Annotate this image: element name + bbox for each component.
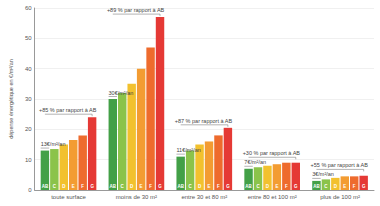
svg-text:F: F xyxy=(149,184,152,189)
svg-text:+30 % par rapport à AB: +30 % par rapport à AB xyxy=(243,150,301,156)
svg-text:E: E xyxy=(140,184,143,189)
svg-text:13€/m²/an: 13€/m²/an xyxy=(41,141,66,147)
svg-text:F: F xyxy=(353,184,356,189)
svg-text:G: G xyxy=(294,184,298,189)
svg-text:AB: AB xyxy=(245,184,252,189)
svg-text:+89 % par rapport à AB: +89 % par rapport à AB xyxy=(107,7,165,13)
svg-text:E: E xyxy=(275,184,278,189)
svg-text:F: F xyxy=(285,184,288,189)
svg-text:20: 20 xyxy=(25,126,32,132)
svg-text:30€/m²/an: 30€/m²/an xyxy=(109,90,134,96)
svg-text:toute surface: toute surface xyxy=(51,194,86,200)
svg-text:G: G xyxy=(90,184,94,189)
svg-text:plus de 100 m²: plus de 100 m² xyxy=(320,194,360,200)
svg-text:C: C xyxy=(256,184,260,189)
svg-text:E: E xyxy=(343,184,346,189)
svg-text:C: C xyxy=(53,184,57,189)
svg-text:AB: AB xyxy=(177,184,184,189)
svg-text:dépense énergétique en €/m²/an: dépense énergétique en €/m²/an xyxy=(8,59,14,139)
svg-text:D: D xyxy=(334,184,338,189)
svg-text:AB: AB xyxy=(313,184,320,189)
svg-text:D: D xyxy=(130,184,134,189)
svg-text:G: G xyxy=(226,184,230,189)
svg-text:30: 30 xyxy=(25,96,32,102)
svg-text:C: C xyxy=(121,184,125,189)
svg-text:0: 0 xyxy=(28,187,32,193)
svg-text:D: D xyxy=(266,184,270,189)
svg-text:C: C xyxy=(188,184,192,189)
svg-text:3€/m²/an: 3€/m²/an xyxy=(312,171,334,177)
svg-text:+85 % par rapport à AB: +85 % par rapport à AB xyxy=(39,107,97,113)
svg-text:C: C xyxy=(324,184,328,189)
svg-text:7€/m²/an: 7€/m²/an xyxy=(244,159,266,165)
svg-text:G: G xyxy=(158,184,162,189)
svg-text:entre 80 et 100 m²: entre 80 et 100 m² xyxy=(248,194,297,200)
svg-text:AB: AB xyxy=(42,184,49,189)
svg-text:11€/m²/an: 11€/m²/an xyxy=(176,147,200,153)
svg-text:10: 10 xyxy=(25,157,32,163)
svg-text:50: 50 xyxy=(25,35,32,41)
svg-text:entre 30 et 80 m²: entre 30 et 80 m² xyxy=(181,194,227,200)
svg-text:F: F xyxy=(217,184,220,189)
svg-text:G: G xyxy=(362,184,366,189)
svg-text:40: 40 xyxy=(25,66,32,72)
svg-text:E: E xyxy=(208,184,211,189)
svg-text:AB: AB xyxy=(110,184,117,189)
svg-text:D: D xyxy=(198,184,202,189)
svg-text:E: E xyxy=(72,184,75,189)
svg-text:+87 % par rapport à AB: +87 % par rapport à AB xyxy=(175,118,233,124)
svg-text:F: F xyxy=(81,184,84,189)
svg-text:+55 % par rapport à AB: +55 % par rapport à AB xyxy=(311,162,369,168)
svg-text:60: 60 xyxy=(25,5,32,11)
svg-text:D: D xyxy=(62,184,66,189)
svg-text:moins de 30 m²: moins de 30 m² xyxy=(116,194,157,200)
